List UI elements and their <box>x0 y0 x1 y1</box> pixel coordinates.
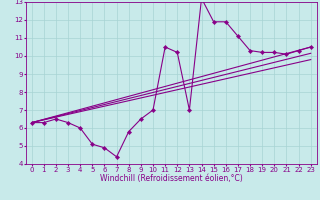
X-axis label: Windchill (Refroidissement éolien,°C): Windchill (Refroidissement éolien,°C) <box>100 174 243 183</box>
